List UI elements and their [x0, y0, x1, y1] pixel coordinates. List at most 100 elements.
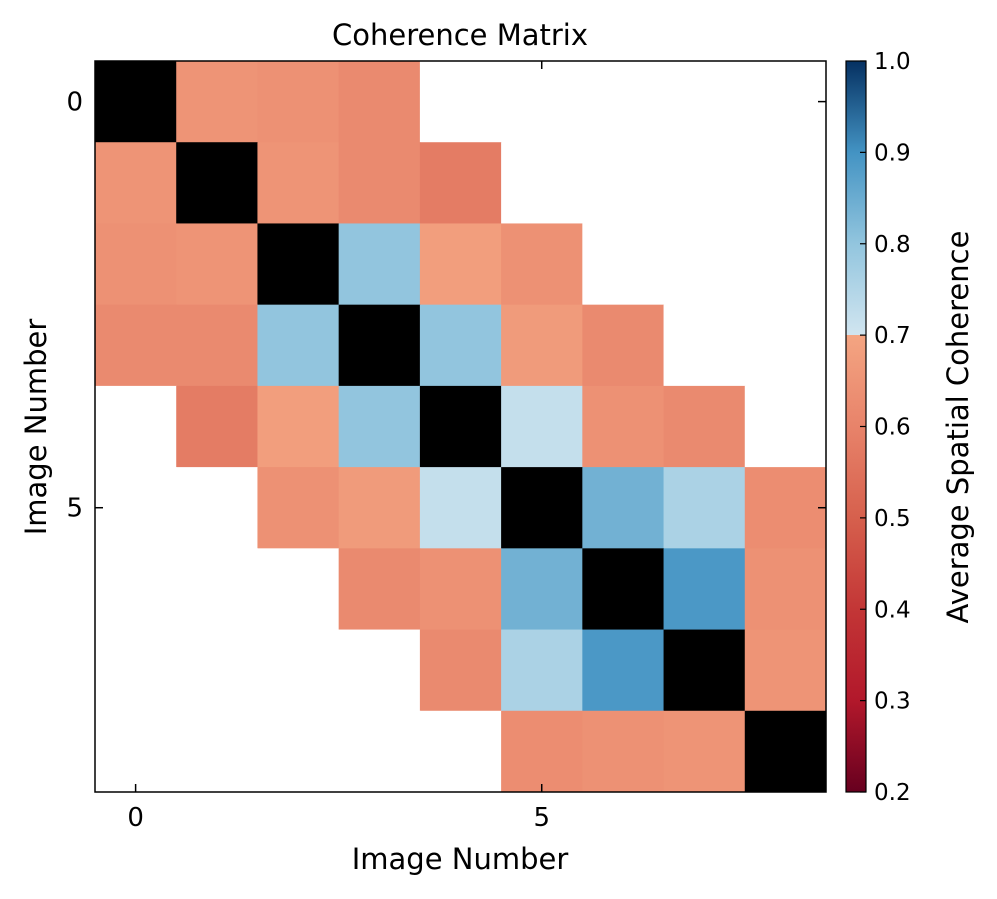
heatmap-cell — [95, 304, 177, 387]
heatmap-cell — [95, 385, 177, 468]
heatmap-cell — [501, 304, 583, 387]
heatmap-cell — [744, 467, 827, 549]
heatmap-cell — [338, 142, 421, 224]
colorbar-ticks: 0.2 0.3 0.4 0.5 0.6 0.7 0.8 0.9 1.0 — [860, 49, 911, 806]
heatmap-cell — [338, 548, 421, 631]
heatmap-cell — [95, 548, 177, 631]
heatmap-cell — [744, 710, 827, 793]
heatmap-cell — [663, 304, 746, 387]
heatmap-cell — [501, 467, 583, 549]
heatmap-cell — [419, 142, 502, 224]
heatmap-cell — [501, 61, 583, 143]
heatmap-cell — [663, 548, 746, 631]
heatmap-cell — [663, 385, 746, 468]
heatmap-cell — [419, 467, 502, 549]
chart-title: Coherence Matrix — [332, 18, 588, 52]
colorbar-tick-label: 0.2 — [874, 780, 911, 806]
heatmap-cell — [744, 548, 827, 631]
heatmap-cell — [95, 223, 177, 306]
heatmap-cell — [257, 304, 340, 387]
heatmap-cell — [338, 385, 421, 468]
heatmap-cell — [338, 304, 421, 387]
heatmap-cells — [95, 61, 827, 793]
heatmap-cell — [176, 548, 258, 631]
heatmap-cell — [744, 385, 827, 468]
plot-frame — [94, 60, 827, 793]
heatmap-cell — [419, 710, 502, 793]
heatmap-cell — [663, 467, 746, 549]
heatmap-cell — [663, 142, 746, 224]
heatmap-cell — [582, 548, 665, 631]
heatmap-cell — [663, 223, 746, 306]
heatmap-cell — [338, 629, 421, 712]
colorbar-tick-label: 0.8 — [874, 232, 911, 258]
heatmap-cell — [419, 548, 502, 631]
heatmap-cell — [419, 304, 502, 387]
heatmap-cell — [501, 223, 583, 306]
heatmap-cell — [744, 629, 827, 712]
y-tick-label: 0 — [66, 88, 83, 118]
heatmap-cell — [744, 142, 827, 224]
heatmap-cell — [176, 710, 258, 793]
heatmap-cell — [257, 142, 340, 224]
heatmap-cell — [257, 223, 340, 306]
x-tick-label: 0 — [127, 803, 144, 833]
heatmap-cell — [338, 467, 421, 549]
heatmap-cell — [176, 629, 258, 712]
heatmap-cell — [257, 61, 340, 143]
heatmap-cell — [257, 710, 340, 793]
colorbar-tick-label: 0.9 — [874, 140, 911, 166]
heatmap-cell — [176, 304, 258, 387]
heatmap-cell — [663, 710, 746, 793]
heatmap-cell — [257, 385, 340, 468]
heatmap-cell — [95, 142, 177, 224]
colorbar-tick-label: 0.5 — [874, 506, 911, 532]
heatmap-cell — [176, 142, 258, 224]
heatmap-cell — [501, 142, 583, 224]
heatmap-cell — [582, 223, 665, 306]
heatmap-cell — [419, 629, 502, 712]
heatmap-cell — [95, 629, 177, 712]
colorbar-label: Average Spatial Coherence — [941, 231, 975, 624]
heatmap-cell — [582, 304, 665, 387]
heatmap-cell — [176, 467, 258, 549]
x-tick-label: 5 — [533, 803, 550, 833]
heatmap-cell — [419, 385, 502, 468]
heatmap-cell — [582, 629, 665, 712]
heatmap-cell — [744, 304, 827, 387]
heatmap-cell — [582, 61, 665, 143]
heatmap-cell — [176, 385, 258, 468]
heatmap-cell — [744, 61, 827, 143]
colorbar-tick-label: 0.7 — [874, 323, 911, 349]
heatmap-cell — [582, 467, 665, 549]
colorbar-tick-label: 0.3 — [874, 689, 911, 715]
heatmap-cell — [338, 710, 421, 793]
heatmap-cell — [582, 142, 665, 224]
heatmap-cell — [257, 629, 340, 712]
heatmap-cell — [419, 223, 502, 306]
heatmap-cell — [95, 467, 177, 549]
x-axis-label: Image Number — [352, 842, 569, 876]
heatmap-cell — [501, 629, 583, 712]
heatmap-cell — [338, 61, 421, 143]
colorbar-tick-label: 0.4 — [874, 597, 911, 623]
heatmap-cell — [257, 467, 340, 549]
y-tick-label: 5 — [66, 494, 83, 524]
heatmap-cell — [501, 385, 583, 468]
heatmap-cell — [95, 61, 177, 143]
heatmap-cell — [744, 223, 827, 306]
heatmap-cell — [582, 385, 665, 468]
heatmap-cell — [338, 223, 421, 306]
colorbar-tick-label: 1.0 — [874, 49, 911, 75]
heatmap-cell — [501, 548, 583, 631]
y-axis-label: Image Number — [19, 319, 53, 536]
heatmap-cell — [663, 629, 746, 712]
heatmap-cell — [176, 223, 258, 306]
heatmap-cell — [176, 61, 258, 143]
heatmap-cell — [257, 548, 340, 631]
heatmap-cell — [501, 710, 583, 793]
colorbar-tick-label: 0.6 — [874, 415, 911, 441]
heatmap-cell — [663, 61, 746, 143]
heatmap-cell — [582, 710, 665, 793]
